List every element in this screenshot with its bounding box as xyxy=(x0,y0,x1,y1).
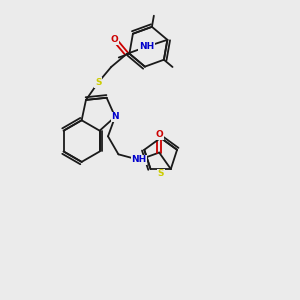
Text: N: N xyxy=(111,112,119,121)
Text: NH: NH xyxy=(131,155,147,164)
Text: S: S xyxy=(158,169,164,178)
Text: O: O xyxy=(155,130,163,139)
Text: O: O xyxy=(111,35,119,44)
Text: S: S xyxy=(95,78,101,87)
Text: NH: NH xyxy=(139,42,154,51)
